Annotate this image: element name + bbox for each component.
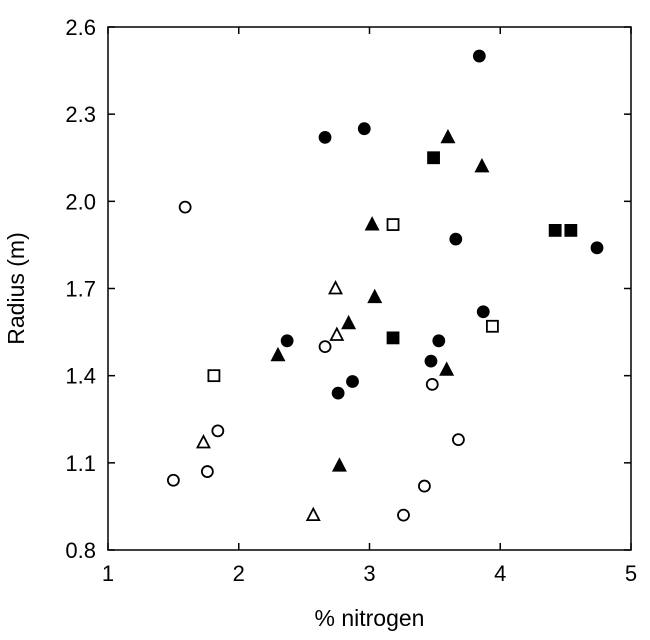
filled-circle-point xyxy=(318,131,332,144)
open-circle-point xyxy=(418,479,431,493)
y-axis-label: Radius (m) xyxy=(3,232,29,344)
open-square-point xyxy=(486,319,499,333)
open-circle-point xyxy=(166,473,180,487)
open-square-point xyxy=(386,218,400,231)
open-circle-point xyxy=(452,433,465,446)
filled-circle-point xyxy=(449,232,463,246)
open-circle-point xyxy=(425,377,439,391)
filled-circle-point xyxy=(280,334,294,348)
filled-circle-point xyxy=(331,386,345,400)
filled-triangle-point xyxy=(341,314,357,330)
data-points xyxy=(166,49,604,522)
filled-triangle-point xyxy=(331,457,347,472)
x-tick-label: 2 xyxy=(233,561,245,586)
open-circle-point xyxy=(178,200,192,214)
open-triangle-point xyxy=(328,280,343,295)
filled-triangle-point xyxy=(440,128,456,144)
filled-triangle-point xyxy=(474,158,490,173)
open-circle-point xyxy=(397,508,410,522)
open-circle-point xyxy=(211,424,225,438)
plot-frame xyxy=(107,26,632,551)
filled-square-point xyxy=(548,223,562,237)
filled-square-point xyxy=(427,151,440,165)
x-tick-label: 4 xyxy=(494,561,506,586)
y-tick-label: 2.0 xyxy=(65,189,96,214)
filled-triangle-point xyxy=(367,288,383,304)
open-triangle-point xyxy=(305,506,321,522)
filled-square-point xyxy=(386,331,400,345)
y-tick-label: 1.1 xyxy=(65,451,96,476)
filled-square-point xyxy=(564,223,578,237)
x-axis-label: % nitrogen xyxy=(315,605,425,631)
filled-circle-point xyxy=(472,49,486,63)
x-tick-label: 5 xyxy=(625,561,637,586)
axis-ticks: 1 2 3 4 5 0.8 1.1 1.4 1.7 2.0 2.3 2.6 xyxy=(65,15,637,586)
open-square-point xyxy=(207,369,221,383)
y-tick-label: 0.8 xyxy=(65,538,96,563)
filled-triangle-point xyxy=(270,346,286,362)
open-circle-point xyxy=(200,465,214,478)
filled-circle-point xyxy=(476,305,490,319)
open-triangle-point xyxy=(195,434,211,449)
y-tick-label: 1.7 xyxy=(65,277,96,302)
y-tick-label: 2.3 xyxy=(65,102,96,127)
filled-circle-point xyxy=(590,241,604,255)
filled-circle-point xyxy=(424,354,438,368)
open-circle-point xyxy=(318,340,332,354)
filled-circle-point xyxy=(346,375,359,388)
filled-circle-point xyxy=(432,334,446,348)
filled-triangle-point xyxy=(364,216,380,231)
y-tick-label: 1.4 xyxy=(65,364,96,389)
filled-triangle-point xyxy=(439,361,455,376)
x-tick-label: 1 xyxy=(102,561,114,586)
filled-circle-point xyxy=(357,122,371,136)
open-triangle-point xyxy=(329,326,345,341)
x-tick-label: 3 xyxy=(363,561,375,586)
y-tick-label: 2.6 xyxy=(65,15,96,40)
